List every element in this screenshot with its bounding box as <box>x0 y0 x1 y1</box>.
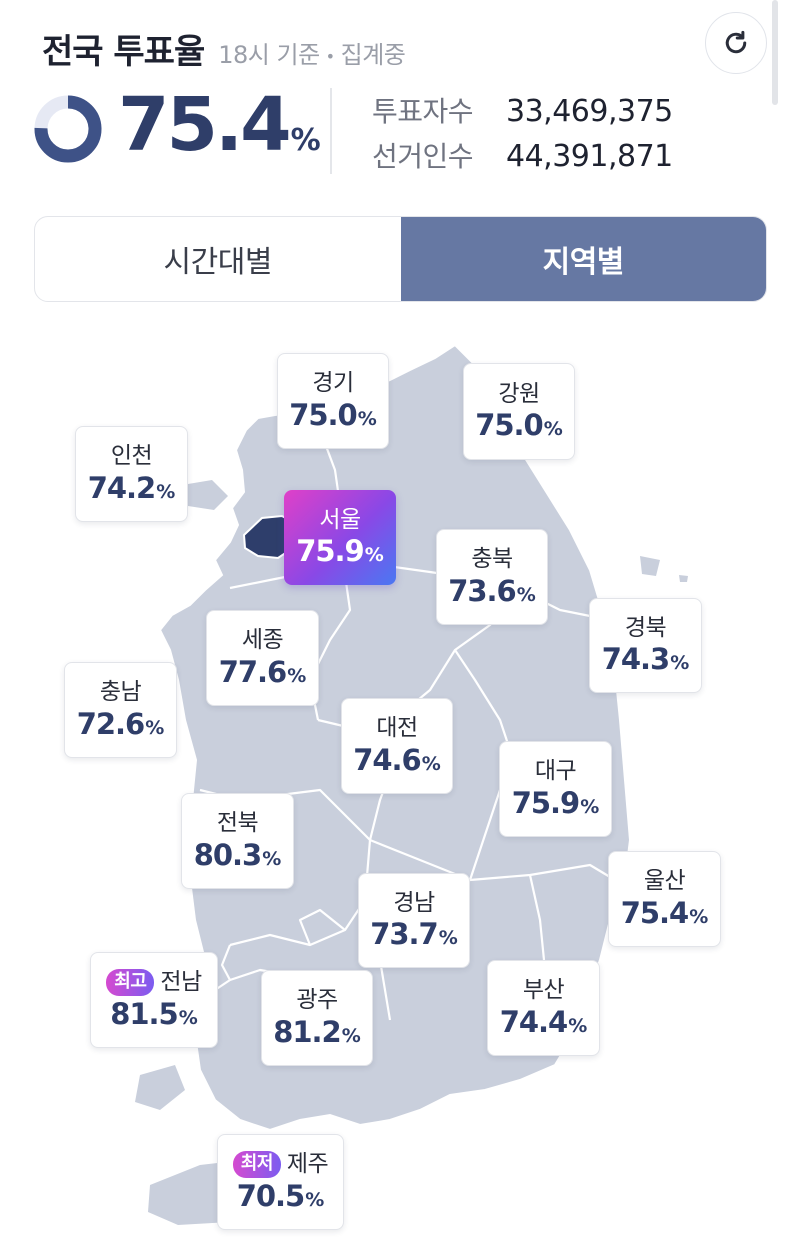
voters-value: 33,469,375 <box>506 94 673 129</box>
region-name: 충남 <box>99 679 142 706</box>
region-card-busan[interactable]: 부산 74.4% <box>487 960 600 1056</box>
region-rate: 72.6% <box>76 706 165 741</box>
southwest-island <box>135 1065 185 1110</box>
region-card-seoul[interactable]: 서울 75.9% <box>284 490 396 585</box>
count-status: 집계중 <box>340 41 406 69</box>
region-name: 경남 <box>393 889 435 916</box>
region-name: 세종 <box>241 627 284 654</box>
region-card-jeonnam[interactable]: 최고 전남 81.5% <box>90 952 218 1048</box>
region-card-jeonbuk[interactable]: 전북 80.3% <box>181 793 294 889</box>
west-coast-island <box>182 480 228 510</box>
separator-dot: • <box>325 46 335 66</box>
view-tabs: 시간대별 지역별 <box>34 216 767 302</box>
region-card-gyeongbuk[interactable]: 경북 74.3% <box>589 598 702 693</box>
voters-row: 투표자수 33,469,375 <box>372 90 673 130</box>
region-card-gwangju[interactable]: 광주 81.2% <box>261 970 373 1066</box>
electorate-value: 44,391,871 <box>506 139 673 174</box>
region-name: 서울 <box>319 506 361 533</box>
region-name: 인천 <box>110 443 153 470</box>
region-card-gyeonggi[interactable]: 경기 75.0% <box>277 353 389 449</box>
dokdo-island <box>679 575 688 582</box>
region-rate: 70.5% <box>236 1178 325 1213</box>
region-name: 광주 <box>296 987 338 1014</box>
tab-by-time[interactable]: 시간대별 <box>163 245 273 280</box>
region-name: 최고 전남 <box>106 968 202 997</box>
region-rate: 75.9% <box>511 785 600 820</box>
electorate-row: 선거인수 44,391,871 <box>372 135 673 175</box>
region-name: 대구 <box>534 758 577 785</box>
region-rate: 73.7% <box>370 917 458 952</box>
national-turnout-rate: 75.4 % <box>118 88 321 162</box>
divider <box>330 88 332 174</box>
region-map: 경기 75.0% 강원 75.0% 인천 74.2% 서울 75.9% 충북 7… <box>0 320 800 1250</box>
title-subtitle: 18시 기준 • 집계중 <box>218 35 406 70</box>
region-card-gangwon[interactable]: 강원 75.0% <box>463 363 575 460</box>
base-time: 18시 기준 <box>218 41 320 69</box>
region-name: 대전 <box>376 715 418 742</box>
region-name: 부산 <box>522 977 565 1004</box>
refresh-button[interactable] <box>705 12 767 74</box>
scrollbar[interactable] <box>772 0 778 105</box>
region-card-incheon[interactable]: 인천 74.2% <box>75 426 188 522</box>
region-card-chungbuk[interactable]: 충북 73.6% <box>436 529 548 625</box>
voters-label: 투표자수 <box>372 95 474 128</box>
region-name: 강원 <box>498 380 540 407</box>
region-card-jeju[interactable]: 최저 제주 70.5% <box>217 1134 344 1230</box>
region-rate: 75.4% <box>620 895 709 930</box>
tab-by-region[interactable]: 지역별 <box>400 217 766 301</box>
region-name: 울산 <box>643 868 686 895</box>
turnout-donut-chart <box>34 95 102 163</box>
region-rate: 80.3% <box>193 837 282 872</box>
region-rate: 81.2% <box>273 1014 361 1049</box>
rate-value: 75.4 <box>118 82 292 168</box>
region-card-chungnam[interactable]: 충남 72.6% <box>64 662 177 758</box>
refresh-icon <box>725 30 747 54</box>
donut-progress <box>34 95 102 163</box>
south-island-1 <box>395 1010 420 1040</box>
page-title: 전국 투표율 18시 기준 • 집계중 <box>42 24 406 73</box>
lowest-badge: 최저 <box>232 1151 281 1178</box>
region-rate: 74.3% <box>601 642 690 677</box>
region-rate: 74.6% <box>353 742 441 777</box>
region-rate: 75.0% <box>475 408 563 443</box>
region-name: 전북 <box>216 810 259 837</box>
region-rate: 77.6% <box>218 654 307 689</box>
ulleung-island <box>640 556 660 576</box>
rate-unit: % <box>290 123 321 158</box>
region-card-gyeongnam[interactable]: 경남 73.7% <box>358 873 470 968</box>
region-card-daegu[interactable]: 대구 75.9% <box>499 741 612 837</box>
title-text: 전국 투표율 <box>42 32 205 72</box>
highest-badge: 최고 <box>106 969 155 996</box>
region-name: 경북 <box>624 614 667 641</box>
region-card-sejong[interactable]: 세종 77.6% <box>206 610 319 706</box>
electorate-label: 선거인수 <box>372 140 474 173</box>
region-rate: 75.9% <box>296 534 384 569</box>
region-rate: 74.4% <box>499 1004 588 1039</box>
region-name: 경기 <box>312 370 354 397</box>
region-name: 최저 제주 <box>232 1150 329 1179</box>
region-card-ulsan[interactable]: 울산 75.4% <box>608 851 721 947</box>
region-name: 충북 <box>471 546 513 573</box>
region-rate: 81.5% <box>110 996 198 1031</box>
region-rate: 73.6% <box>448 573 536 608</box>
region-rate: 75.0% <box>289 397 377 432</box>
region-rate: 74.2% <box>87 470 176 505</box>
region-card-daejeon[interactable]: 대전 74.6% <box>341 698 453 794</box>
